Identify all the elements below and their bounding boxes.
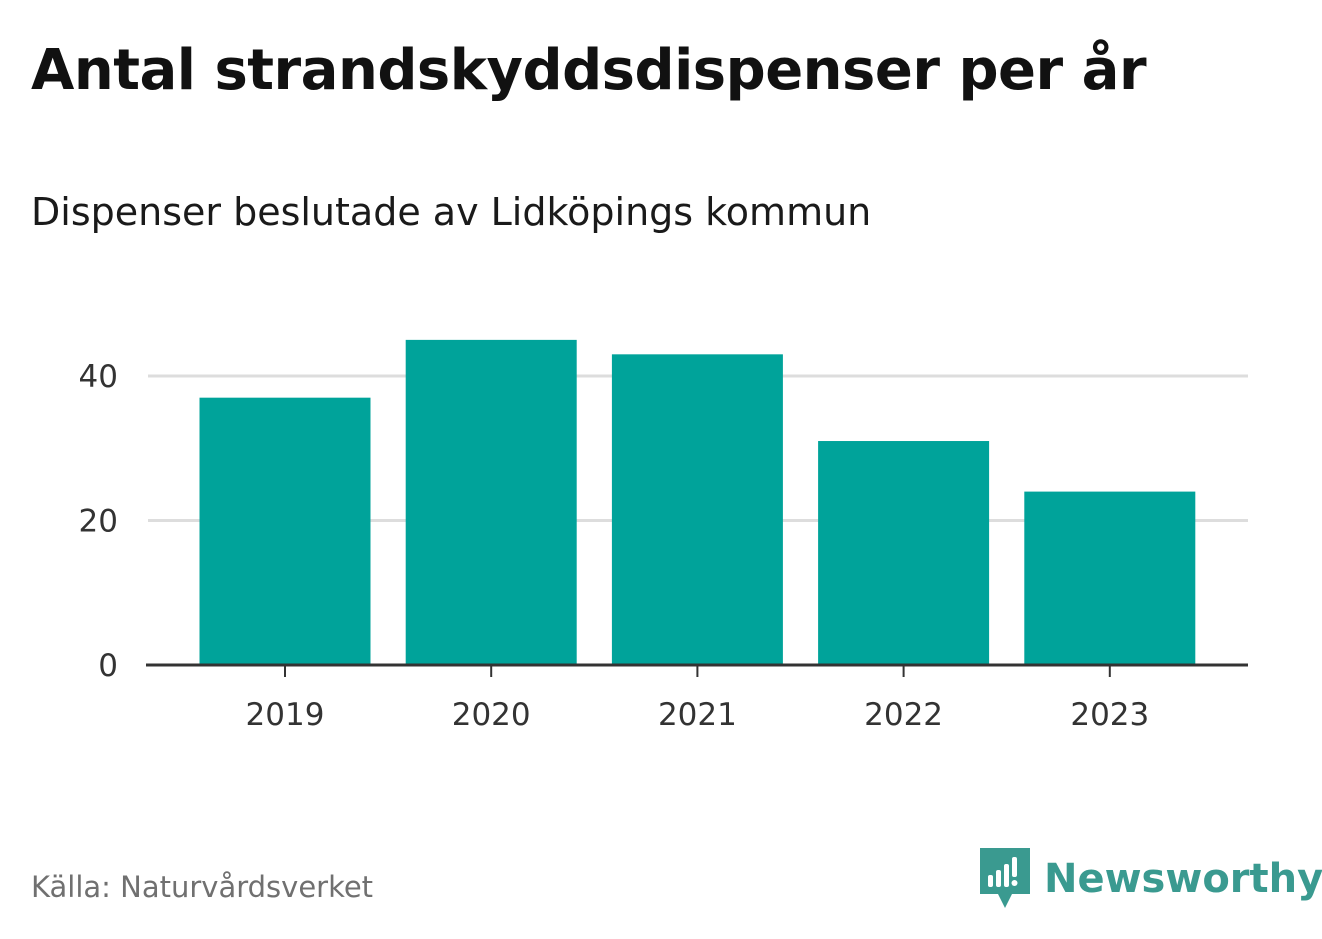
bar-2023 [1024, 491, 1196, 665]
y-tick-label: 0 [98, 648, 118, 684]
x-tick-label: 2021 [658, 697, 737, 733]
y-axis-labels: 0 20 40 [79, 359, 118, 684]
source-note: Källa: Naturvårdsverket [31, 870, 374, 904]
x-tick-label: 2019 [246, 697, 325, 733]
chart-subtitle: Dispenser beslutade av Lidköpings kommun [31, 190, 872, 234]
x-tick-label: 2022 [864, 697, 943, 733]
x-tick-label: 2023 [1070, 697, 1149, 733]
bars [199, 339, 1196, 665]
y-tick-label: 40 [79, 359, 118, 395]
brand-logo: Newsworthy [980, 848, 1322, 910]
x-axis-labels: 2019 2020 2021 2022 2023 [246, 697, 1150, 733]
brand-name: Newsworthy [1044, 856, 1322, 902]
x-tick-label: 2020 [452, 697, 531, 733]
x-axis [146, 663, 1248, 677]
newsworthy-logo-icon [980, 848, 1030, 908]
bar-2022 [818, 441, 990, 665]
y-tick-label: 20 [79, 504, 118, 540]
bar-2020 [405, 339, 577, 665]
bar-2021 [611, 354, 783, 665]
bar-2019 [199, 397, 371, 665]
chart-title: Antal strandskyddsdispenser per år [31, 38, 1147, 103]
